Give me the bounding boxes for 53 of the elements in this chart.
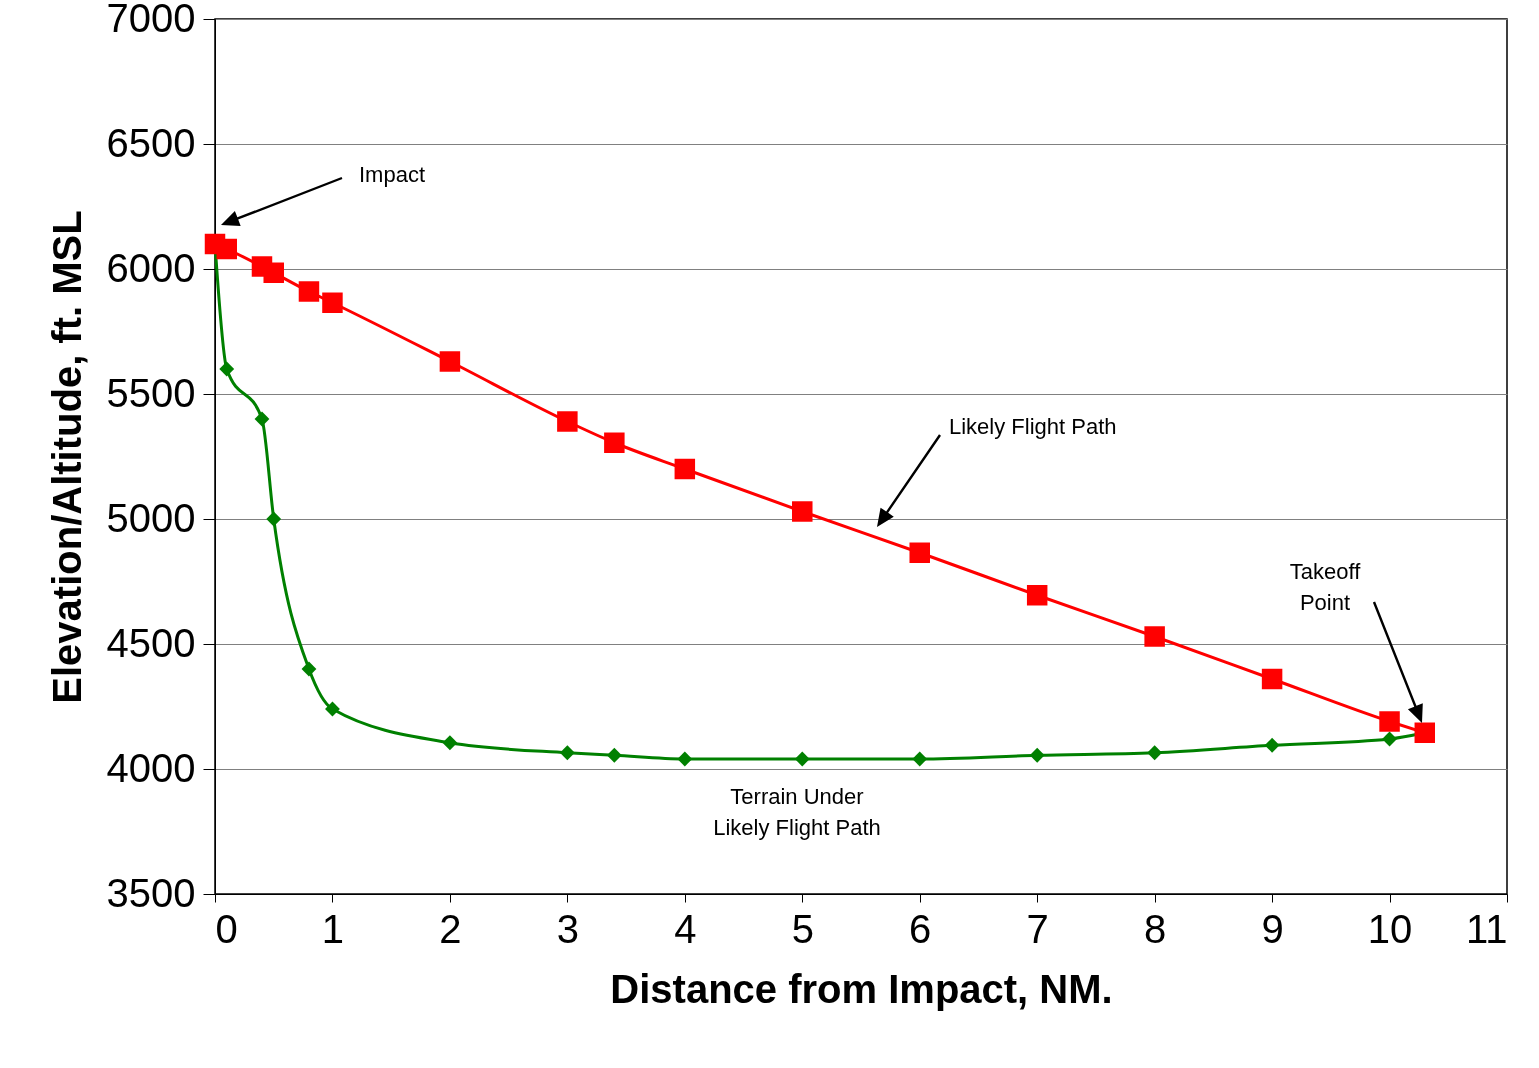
point bbox=[1379, 711, 1400, 732]
x-tick-label: 6 bbox=[909, 906, 932, 951]
annotation: Likely Flight Path bbox=[949, 414, 1117, 439]
y-tick-label: 5000 bbox=[106, 495, 196, 540]
x-tick-label: 5 bbox=[791, 906, 814, 951]
point bbox=[1144, 626, 1165, 647]
y-tick-label: 4500 bbox=[106, 620, 196, 665]
x-tick-label: 7 bbox=[1026, 906, 1049, 951]
y-tick-label: 3500 bbox=[106, 870, 196, 915]
point bbox=[439, 351, 461, 372]
x-tick-label: 2 bbox=[439, 906, 462, 951]
point bbox=[1264, 737, 1280, 753]
y-tick-label: 7000 bbox=[106, 0, 196, 40]
point bbox=[442, 735, 458, 751]
annotation: Impact bbox=[359, 162, 426, 187]
y-tick-label: 6500 bbox=[106, 120, 196, 165]
x-tick-label: 11 bbox=[1465, 906, 1508, 951]
y-tick-label: 4000 bbox=[106, 745, 196, 790]
x-tick-label: 8 bbox=[1144, 906, 1167, 951]
point bbox=[674, 458, 696, 480]
point bbox=[559, 745, 575, 761]
point bbox=[216, 238, 237, 260]
point bbox=[1029, 747, 1045, 763]
point bbox=[301, 661, 317, 677]
point bbox=[219, 361, 235, 377]
x-tick-label: 1 bbox=[321, 906, 345, 951]
annotation: Terrain Under Likely Flight Path bbox=[713, 784, 881, 840]
x-tick-label: 10 bbox=[1367, 906, 1413, 951]
point bbox=[792, 501, 813, 522]
y-tick-label: 6000 bbox=[106, 245, 196, 290]
point bbox=[557, 411, 578, 432]
point bbox=[912, 751, 928, 767]
point bbox=[677, 751, 693, 767]
point bbox=[909, 542, 930, 563]
x-tick-label: 9 bbox=[1261, 906, 1284, 951]
x-tick-label: 3 bbox=[556, 906, 579, 951]
y-axis-title: Elevation/Altitude, ft. MSL bbox=[44, 210, 89, 704]
x-tick-label: 0 bbox=[215, 906, 238, 951]
point bbox=[604, 432, 625, 453]
x-axis-title: Distance from Impact, NM. bbox=[610, 966, 1113, 1011]
point bbox=[254, 411, 270, 427]
point bbox=[298, 281, 320, 302]
point bbox=[1026, 585, 1048, 606]
point bbox=[266, 511, 282, 527]
annotation: Takeoff Point bbox=[1289, 559, 1362, 615]
point bbox=[263, 262, 284, 283]
point bbox=[1261, 668, 1283, 690]
point bbox=[606, 747, 622, 763]
point bbox=[322, 292, 343, 313]
point bbox=[1147, 745, 1163, 761]
point bbox=[794, 751, 810, 767]
y-tick-label: 5500 bbox=[106, 370, 196, 415]
x-tick-label: 4 bbox=[674, 906, 697, 951]
